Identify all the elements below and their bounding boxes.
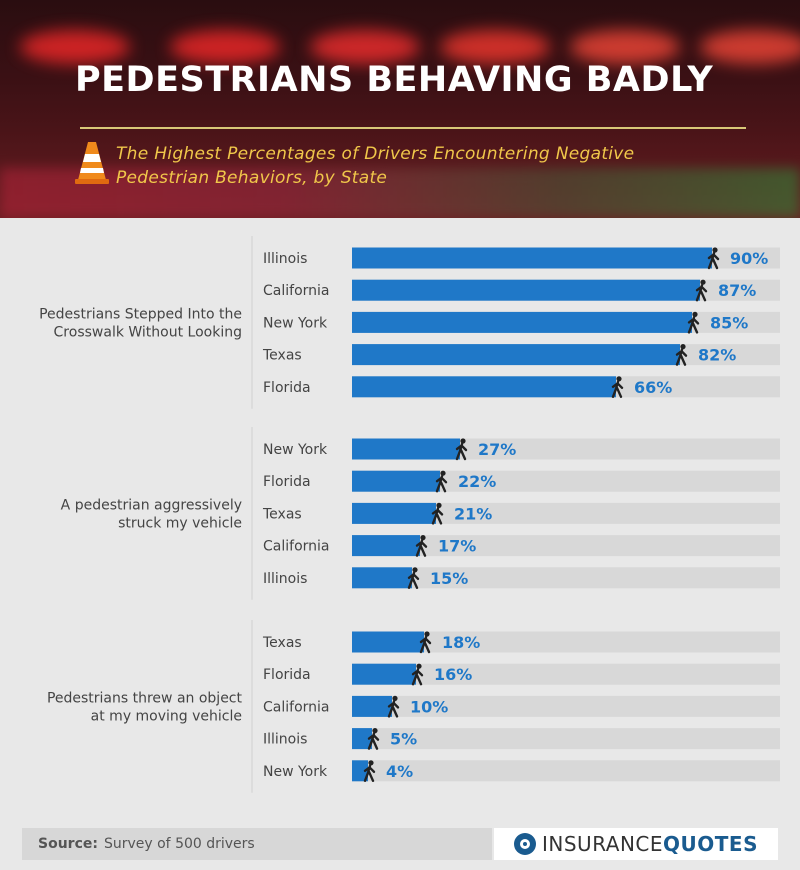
pedestrian-walking-icon (387, 695, 400, 718)
brand-name-part-1: INSURANCE (542, 832, 664, 856)
group-label: Pedestrians Stepped Into the (39, 306, 242, 322)
light-glow (440, 30, 550, 64)
title-divider (80, 127, 746, 129)
category-label: Texas (262, 348, 302, 364)
traffic-cone-icon (75, 142, 109, 184)
subtitle-line-1: The Highest Percentages of Drivers Encou… (116, 144, 635, 164)
group-label: struck my vehicle (118, 515, 242, 531)
pedestrian-walking-icon (419, 631, 432, 654)
light-glow (700, 30, 800, 64)
bar (352, 344, 680, 366)
bar (352, 311, 692, 333)
category-label: Illinois (263, 571, 307, 587)
bar (352, 728, 372, 750)
bar (352, 376, 616, 398)
pedestrian-walking-icon (431, 502, 444, 525)
header-bottom-gradient (0, 168, 800, 218)
category-label: Florida (263, 667, 311, 683)
group-label: Pedestrians threw an object (47, 690, 243, 706)
pedestrian-walking-icon (407, 567, 420, 589)
brake-lights-background (0, 30, 800, 70)
pedestrian-walking-icon (363, 760, 376, 782)
bar (352, 695, 392, 717)
bar-track (352, 728, 780, 750)
pedestrian-walking-icon (675, 344, 688, 366)
value-label: 82% (698, 346, 736, 365)
pedestrian-walking-icon (435, 470, 448, 493)
bar-track (352, 502, 780, 524)
pedestrian-walking-icon (687, 311, 700, 334)
group-label: at my moving vehicle (91, 708, 242, 724)
pedestrian-walking-icon (695, 279, 708, 302)
category-label: Florida (263, 474, 311, 490)
value-label: 90% (730, 249, 768, 268)
bar (352, 438, 460, 460)
category-label: New York (263, 315, 328, 331)
page-title: PEDESTRIANS BEHAVING BADLY (75, 60, 714, 100)
value-label: 22% (458, 472, 496, 491)
value-label: 85% (710, 313, 748, 332)
category-label: New York (263, 442, 328, 458)
value-label: 18% (442, 633, 480, 652)
bar-track (352, 760, 780, 782)
group-label: Crosswalk Without Looking (54, 324, 242, 340)
brand-name-part-2: QUOTES (663, 832, 758, 856)
insurancequotes-logo-icon (514, 833, 536, 855)
value-label: 10% (410, 697, 448, 716)
value-label: 5% (390, 730, 417, 749)
source-text: Survey of 500 drivers (103, 836, 255, 852)
brand-footer[interactable]: INSURANCE QUOTES (494, 828, 778, 860)
bar (352, 535, 420, 557)
value-label: 16% (434, 665, 472, 684)
light-glow (570, 30, 680, 64)
bar (352, 663, 416, 685)
pedestrian-walking-icon (455, 438, 468, 461)
header-banner: PEDESTRIANS BEHAVING BADLY The Highest P… (0, 0, 800, 218)
category-label: Texas (262, 635, 302, 651)
pedestrian-walking-icon (411, 663, 424, 686)
category-label: California (263, 699, 329, 715)
bar-track (352, 695, 780, 717)
light-glow (310, 30, 420, 64)
bar-track (352, 567, 780, 589)
pedestrian-walking-icon (367, 728, 380, 750)
category-label: California (263, 539, 329, 555)
bar (352, 470, 440, 492)
bar-track (352, 470, 780, 492)
value-label: 66% (634, 378, 672, 397)
bar (352, 279, 700, 301)
light-glow (170, 30, 280, 64)
value-label: 87% (718, 281, 756, 300)
value-label: 4% (386, 762, 413, 781)
group-label: A pedestrian aggressively (61, 497, 242, 513)
bar (352, 502, 436, 524)
chart-subtitle: The Highest Percentages of Drivers Encou… (116, 142, 736, 190)
pedestrian-walking-icon (611, 376, 624, 399)
bar (352, 760, 368, 782)
bar-chart: Pedestrians Stepped Into the Crosswalk Wi… (39, 236, 780, 793)
value-label: 27% (478, 440, 516, 459)
source-footer: Source: Survey of 500 drivers (22, 828, 492, 860)
light-glow (20, 30, 130, 64)
bar (352, 247, 712, 269)
category-label: Illinois (263, 732, 307, 748)
subtitle-line-2: Pedestrian Behaviors, by State (116, 168, 388, 188)
bar-track (352, 663, 780, 685)
source-label: Source: (38, 836, 98, 852)
bar (352, 631, 424, 653)
bar-track (352, 535, 780, 557)
value-label: 21% (454, 504, 492, 523)
pedestrian-walking-icon (707, 247, 720, 270)
category-label: Texas (262, 506, 302, 522)
category-label: Florida (263, 380, 311, 396)
value-label: 17% (438, 537, 476, 556)
category-label: New York (263, 764, 328, 780)
bar (352, 567, 412, 589)
category-label: California (263, 283, 329, 299)
bar-track (352, 631, 780, 653)
pedestrian-walking-icon (415, 535, 428, 557)
category-label: Illinois (263, 251, 307, 267)
value-label: 15% (430, 569, 468, 588)
